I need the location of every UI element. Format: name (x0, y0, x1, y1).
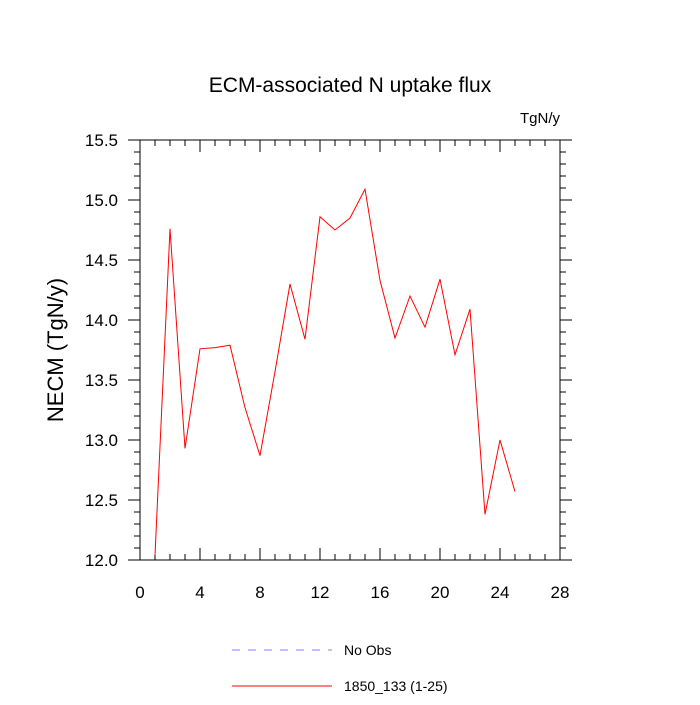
x-tick-label: 4 (195, 583, 204, 602)
x-tick-label: 20 (431, 583, 450, 602)
x-tick-label: 0 (135, 583, 144, 602)
plot-frame (139, 139, 561, 561)
legend-label: No Obs (344, 642, 391, 658)
legend-label: 1850_133 (1-25) (344, 678, 448, 694)
y-tick-label: 14.5 (85, 251, 118, 270)
x-tick-label: 24 (491, 583, 510, 602)
tick-labels: 0 4 8 12 16 20 24 28 12.0 12.5 13.0 13.5 14.0 14.5 15.… (85, 131, 570, 602)
axis-ticks (128, 139, 572, 561)
y-tick-label: 12.5 (85, 491, 118, 510)
series-lines (154, 187, 516, 556)
x-tick-label: 12 (311, 583, 330, 602)
y-tick-label: 14.0 (85, 311, 118, 330)
y-tick-label: 13.5 (85, 371, 118, 390)
y-tick-label: 15.5 (85, 131, 118, 150)
x-tick-label: 28 (551, 583, 570, 602)
chart-title: ECM-associated N uptake flux (209, 74, 492, 97)
y-tick-label: 12.0 (85, 551, 118, 570)
y-tick-label: 15.0 (85, 191, 118, 210)
units-label: TgN/y (520, 110, 561, 127)
x-tick-label: 16 (371, 583, 390, 602)
series-line-1 (154, 187, 516, 556)
x-tick-label: 8 (255, 583, 264, 602)
legend: No Obs 1850_133 (1-25) (232, 642, 448, 694)
y-tick-label: 13.0 (85, 431, 118, 450)
y-axis-label: NECM (TgN/y) (43, 278, 68, 422)
